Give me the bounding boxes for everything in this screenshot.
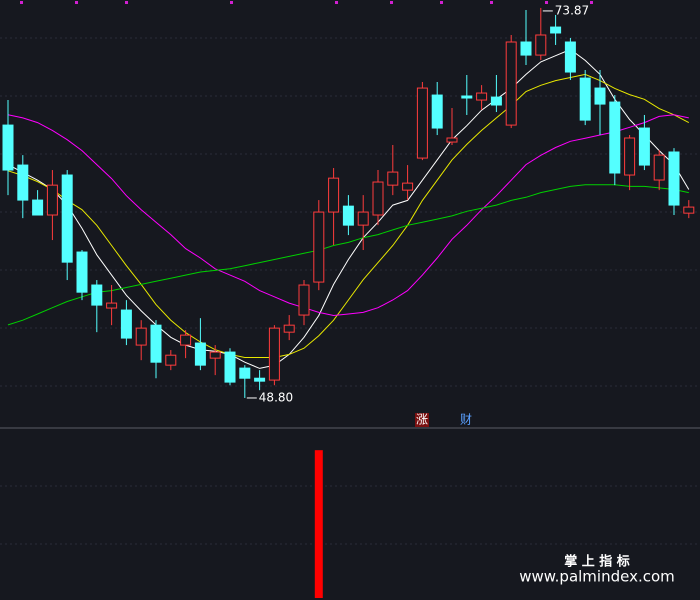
ma-line xyxy=(7,184,689,326)
top-dots xyxy=(20,1,593,4)
ma-line xyxy=(7,114,689,317)
candle-body xyxy=(357,211,369,226)
candle-body xyxy=(76,251,88,293)
candle-body xyxy=(490,96,502,106)
candle-body xyxy=(416,87,428,159)
candle-body xyxy=(180,334,192,346)
candle-body xyxy=(638,127,650,166)
candle-body xyxy=(268,327,280,381)
candle-body xyxy=(594,87,606,105)
candle-body xyxy=(135,327,147,346)
candle-body xyxy=(387,171,399,186)
candle-body xyxy=(683,206,695,214)
candle-body xyxy=(91,284,103,306)
candle-body xyxy=(461,95,473,99)
candle-body xyxy=(328,177,340,213)
tag: 财 xyxy=(460,413,472,427)
candle-body xyxy=(431,94,443,129)
candle-body xyxy=(550,26,562,34)
indicator-bar xyxy=(314,450,323,598)
annotation-label: 73.87 xyxy=(555,3,589,17)
candle-body xyxy=(372,181,384,216)
candle-body xyxy=(61,174,73,263)
candle-body xyxy=(224,351,236,383)
candle-body xyxy=(283,324,295,333)
candle-body xyxy=(579,77,591,121)
candle-body xyxy=(106,302,118,309)
candle-body xyxy=(209,351,221,359)
candle-body xyxy=(298,284,310,316)
tag: 涨 xyxy=(416,412,428,427)
candle-body xyxy=(446,137,458,143)
candle-body xyxy=(194,342,206,366)
candle-body xyxy=(505,41,517,126)
candle-body xyxy=(239,367,251,379)
candle-body xyxy=(46,184,58,216)
candle-body xyxy=(402,182,414,191)
candle-body xyxy=(120,309,132,339)
tag-bg xyxy=(415,413,429,427)
candle-body xyxy=(520,41,532,56)
candle-body xyxy=(165,354,177,366)
annotation-label: 48.80 xyxy=(259,390,293,404)
candle-body xyxy=(668,151,680,206)
candle-body xyxy=(342,205,354,226)
candle-body xyxy=(609,101,621,174)
candle-body xyxy=(624,137,636,176)
ma-line xyxy=(7,73,690,358)
candle-body xyxy=(150,324,162,363)
candle-body xyxy=(254,377,266,382)
candle-body xyxy=(2,124,14,171)
watermark: 掌 上 指 标 xyxy=(564,554,630,570)
candle-body xyxy=(313,211,325,283)
candle-body xyxy=(535,34,547,56)
candle-body xyxy=(476,92,488,101)
candle-body xyxy=(32,199,44,216)
candle-body xyxy=(653,154,665,181)
watermark: www.palmindex.com xyxy=(519,568,675,586)
candle-body xyxy=(564,41,576,73)
candle-body xyxy=(17,164,29,201)
